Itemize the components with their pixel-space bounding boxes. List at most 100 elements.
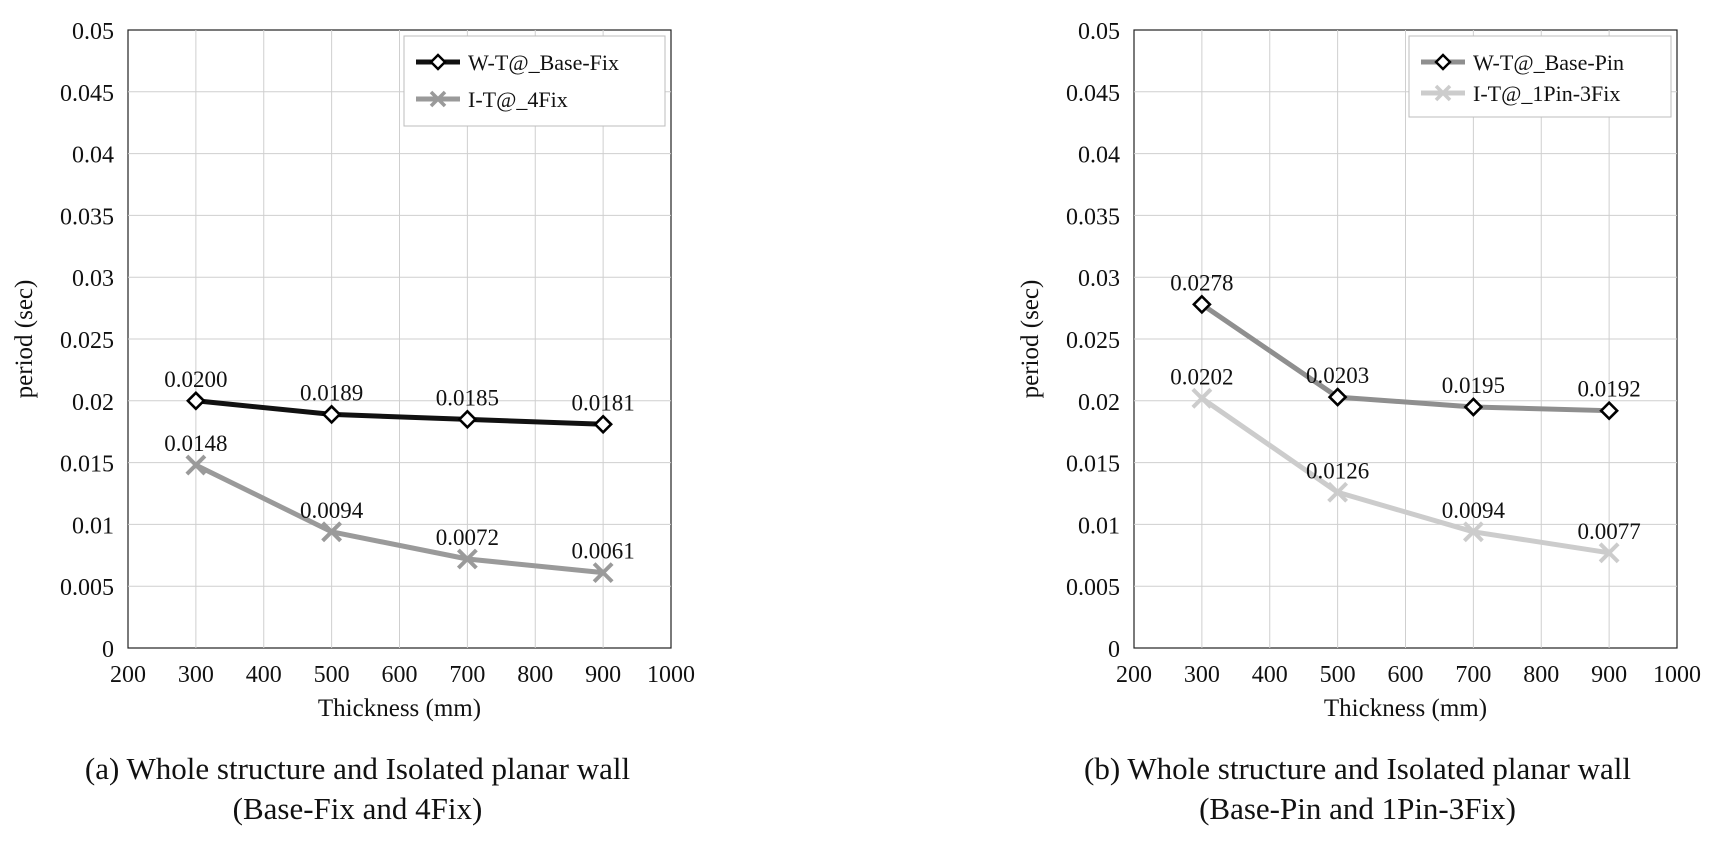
x-tick-label: 200 — [110, 662, 146, 688]
data-point — [1327, 481, 1349, 503]
legend-entry: W-T@_Base-Fix — [468, 50, 619, 75]
data-label: 0.0202 — [1170, 364, 1233, 389]
data-point — [457, 409, 478, 430]
data-point — [1191, 387, 1213, 409]
y-tick-label: 0.02 — [1078, 390, 1120, 416]
data-point — [185, 454, 207, 476]
x-tick-label: 400 — [1252, 662, 1288, 688]
x-tick-label: 600 — [1388, 662, 1424, 688]
data-label: 0.0148 — [164, 431, 227, 456]
data-point — [1463, 397, 1484, 417]
x-tick-label: 200 — [1116, 662, 1152, 688]
marker-stroke — [1462, 521, 1484, 543]
chart-a: 200 300 400 500 600 700 800 900 1000 0 0.005 0.01 0.… — [11, 19, 695, 722]
x-tick-label: 900 — [585, 662, 621, 688]
legend-box — [1408, 35, 1672, 118]
y-tick-label: 0.04 — [72, 143, 114, 169]
chart-b: 200 300 400 500 600 700 800 900 1000 0 0.005 0.01 0.… — [1017, 19, 1701, 722]
y-tick-label: 0.025 — [60, 328, 114, 354]
data-point — [456, 548, 478, 570]
x-tick-label: 800 — [517, 662, 553, 688]
data-label: 0.0094 — [1442, 498, 1506, 523]
y-tick-label: 0.02 — [72, 390, 114, 416]
data-point — [1192, 294, 1212, 315]
caption-a-line-1: (a) Whole structure and Isolated planar … — [84, 751, 631, 786]
y-tick-label: 0.015 — [60, 452, 114, 478]
y-tick-label: 0.045 — [1066, 81, 1120, 107]
data-point — [1462, 521, 1484, 543]
legend-entry: W-T@_Base-Pin — [1473, 50, 1624, 75]
marker-stroke — [1191, 387, 1213, 409]
y-tick-label: 0.04 — [1078, 143, 1120, 169]
caption-b-line-1: (b) Whole structure and Isolated planar … — [1084, 751, 1631, 786]
x-tick-label: 700 — [1455, 662, 1491, 688]
y-tick-label: 0.015 — [1066, 452, 1120, 478]
data-point — [592, 562, 614, 584]
data-point — [1327, 387, 1348, 407]
y-tick-label: 0.025 — [1066, 328, 1120, 354]
y-tick-label: 0.05 — [1078, 19, 1120, 45]
legend-entry: I-T@_4Fix — [468, 87, 568, 112]
legend-marker — [1434, 53, 1452, 71]
data-point — [186, 390, 206, 411]
y-tick-label: 0.035 — [1066, 204, 1120, 230]
data-label: 0.0077 — [1578, 519, 1641, 544]
x-tick-label: 300 — [178, 662, 214, 688]
data-label: 0.0203 — [1306, 363, 1369, 388]
legend-entry: I-T@_1Pin-3Fix — [1473, 81, 1620, 106]
y-tick-label: 0.03 — [1078, 266, 1120, 292]
series-1: 0.0278 0.0203 0.0195 0.0192 — [1170, 270, 1641, 421]
y-tick-label: 0.03 — [72, 266, 114, 292]
y-tick-label: 0.005 — [1066, 575, 1120, 601]
y-tick-label: 0 — [1108, 637, 1120, 663]
series-line — [194, 462, 604, 576]
y-tick-label: 0 — [102, 637, 114, 663]
legend-marker — [429, 53, 447, 71]
x-tick-label: 300 — [1184, 662, 1220, 688]
data-label: 0.0278 — [1170, 270, 1233, 295]
x-axis-label: Thickness (mm) — [1324, 695, 1487, 722]
x-tick-label: 1000 — [647, 662, 695, 688]
data-point — [593, 414, 613, 435]
data-label: 0.0181 — [572, 390, 635, 415]
data-label: 0.0185 — [436, 385, 499, 410]
data-label: 0.0192 — [1578, 377, 1641, 402]
y-tick-label: 0.035 — [60, 204, 114, 230]
caption-a: (a) Whole structure and Isolated planar … — [0, 749, 715, 829]
data-label: 0.0200 — [164, 367, 227, 392]
y-tick-label: 0.005 — [60, 575, 114, 601]
data-label: 0.0195 — [1442, 373, 1505, 398]
y-axis-label: period (sec) — [11, 280, 38, 399]
x-tick-label: 700 — [449, 662, 485, 688]
data-label: 0.0189 — [300, 380, 363, 405]
x-axis-label: Thickness (mm) — [318, 695, 481, 722]
data-point — [321, 404, 342, 425]
legend: W-T@_Base-Fix I-T@_4Fix — [403, 35, 666, 127]
data-point — [1599, 400, 1619, 421]
y-tick-label: 0.05 — [72, 19, 114, 45]
data-label: 0.0061 — [572, 539, 635, 564]
marker-stroke — [1598, 542, 1620, 564]
series-2: 0.0148 0.0094 0.0072 0.0061 — [164, 431, 635, 584]
y-tick-label: 0.045 — [60, 81, 114, 107]
series-2: 0.0202 0.0126 0.0094 0.0077 — [1170, 364, 1641, 564]
x-tick-label: 500 — [1320, 662, 1356, 688]
legend-marker — [429, 90, 447, 108]
x-tick-label: 500 — [314, 662, 350, 688]
data-label: 0.0072 — [436, 525, 499, 550]
legend-box — [403, 35, 666, 127]
marker-stroke — [321, 521, 343, 543]
y-tick-label: 0.01 — [72, 513, 114, 539]
caption-b-line-2: (Base-Pin and 1Pin-3Fix) — [1199, 791, 1516, 826]
x-tick-label: 1000 — [1653, 662, 1701, 688]
x-tick-label: 400 — [246, 662, 282, 688]
data-label: 0.0094 — [300, 498, 364, 523]
marker-stroke — [185, 454, 207, 476]
caption-a-line-2: (Base-Fix and 4Fix) — [232, 791, 483, 826]
x-tick-label: 800 — [1523, 662, 1559, 688]
series-line — [1200, 396, 1610, 556]
x-tick-label: 900 — [1591, 662, 1627, 688]
y-tick-label: 0.01 — [1078, 513, 1120, 539]
data-point — [1598, 542, 1620, 564]
marker-stroke — [592, 562, 614, 584]
